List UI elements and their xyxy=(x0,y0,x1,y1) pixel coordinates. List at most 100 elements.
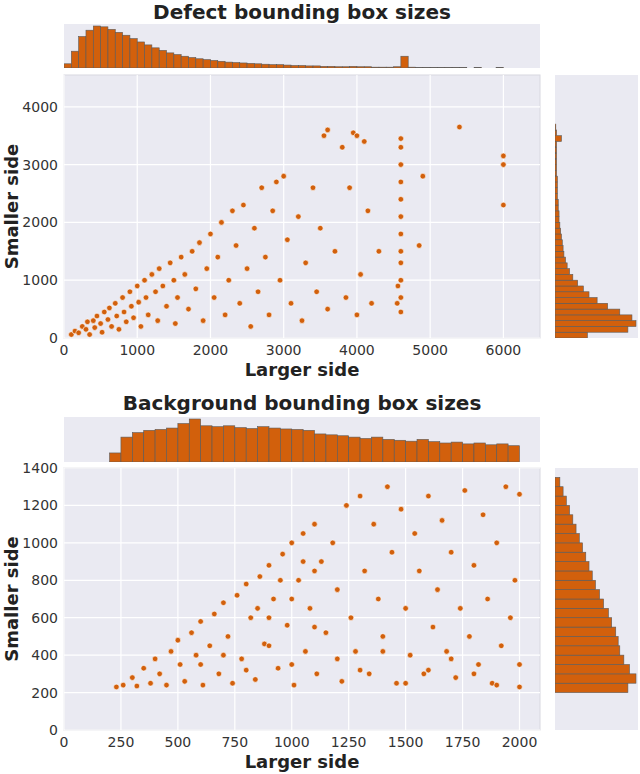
point xyxy=(512,577,518,583)
point xyxy=(259,185,265,191)
hist-bar xyxy=(298,65,305,68)
point xyxy=(145,312,151,318)
hist-bar xyxy=(64,64,71,68)
grid-line xyxy=(177,468,178,730)
title: Background bounding box sizes xyxy=(123,391,482,415)
hist-bar xyxy=(218,61,225,68)
hist-bar xyxy=(144,430,155,462)
point xyxy=(348,615,354,621)
grid-line xyxy=(64,337,540,338)
grid-line xyxy=(462,468,463,730)
point xyxy=(219,220,225,226)
point xyxy=(156,266,162,272)
point xyxy=(153,289,159,295)
tick-label: 0 xyxy=(49,330,58,346)
point xyxy=(198,619,204,625)
point xyxy=(101,309,107,315)
hist-bar xyxy=(555,552,586,561)
point xyxy=(312,568,318,574)
hist-bar xyxy=(555,176,557,182)
hist-bar xyxy=(555,257,566,263)
grid-line xyxy=(64,280,540,281)
point xyxy=(339,679,345,685)
point xyxy=(291,682,297,688)
hist-bar xyxy=(555,182,557,188)
point xyxy=(343,295,349,301)
point xyxy=(421,671,427,677)
hist-bar xyxy=(93,26,100,68)
hist-bar xyxy=(555,246,563,252)
point xyxy=(155,318,161,324)
point xyxy=(275,665,281,671)
point xyxy=(248,615,254,621)
point xyxy=(354,133,360,139)
point xyxy=(332,248,338,254)
point xyxy=(285,237,291,243)
hist-bar xyxy=(335,67,342,68)
point xyxy=(398,136,404,142)
grid-line xyxy=(210,75,211,338)
point xyxy=(141,665,147,671)
y-axis-label: Smaller side xyxy=(1,536,22,662)
hist-bar xyxy=(555,251,564,257)
point xyxy=(177,662,183,668)
hist-bar xyxy=(145,45,152,68)
point xyxy=(76,330,82,336)
grid-line xyxy=(64,505,540,506)
grid-line xyxy=(356,75,357,338)
point xyxy=(318,225,324,231)
hist-bar xyxy=(555,234,561,240)
hist-bar xyxy=(555,199,558,205)
point xyxy=(344,503,350,509)
tick-label: 0 xyxy=(60,342,69,358)
point xyxy=(394,301,400,307)
hist-bar xyxy=(555,590,600,599)
point xyxy=(193,652,199,658)
point xyxy=(152,656,158,662)
point xyxy=(130,675,136,681)
grid-line xyxy=(63,75,64,338)
hist-bar xyxy=(555,646,620,655)
plot-area xyxy=(64,468,540,730)
point xyxy=(193,286,199,292)
tick-label: 600 xyxy=(31,610,58,626)
point xyxy=(335,587,341,593)
hist-bar xyxy=(137,42,144,68)
point xyxy=(225,634,231,640)
point xyxy=(90,318,96,324)
point xyxy=(503,484,509,490)
tick-label: 5000 xyxy=(412,342,448,358)
point xyxy=(420,173,426,179)
point xyxy=(457,124,463,130)
point xyxy=(398,179,404,185)
point xyxy=(244,266,250,272)
point xyxy=(134,683,140,689)
grid-line xyxy=(430,75,431,338)
hist-bar xyxy=(555,326,628,332)
point xyxy=(398,231,404,237)
point xyxy=(453,675,459,681)
y-histogram xyxy=(555,477,636,692)
grid-line xyxy=(64,692,540,693)
point xyxy=(189,248,195,254)
tick-label: 3000 xyxy=(22,157,58,173)
point xyxy=(171,277,177,283)
grid-line xyxy=(64,655,540,656)
hist-bar xyxy=(159,50,166,68)
hist-bar xyxy=(555,309,620,315)
hist-bar xyxy=(291,65,298,68)
hist-bar xyxy=(485,445,496,462)
hist-bar xyxy=(440,443,451,462)
point xyxy=(237,301,243,307)
point xyxy=(485,596,491,602)
hist-bar xyxy=(555,211,559,217)
hist-bar xyxy=(232,63,239,68)
point xyxy=(255,606,261,612)
hist-bar xyxy=(315,434,326,462)
point xyxy=(226,277,232,283)
tick-label: 2000 xyxy=(193,342,229,358)
tick-label: 0 xyxy=(60,734,69,750)
point xyxy=(325,306,331,312)
point xyxy=(207,643,213,649)
point xyxy=(494,540,500,546)
